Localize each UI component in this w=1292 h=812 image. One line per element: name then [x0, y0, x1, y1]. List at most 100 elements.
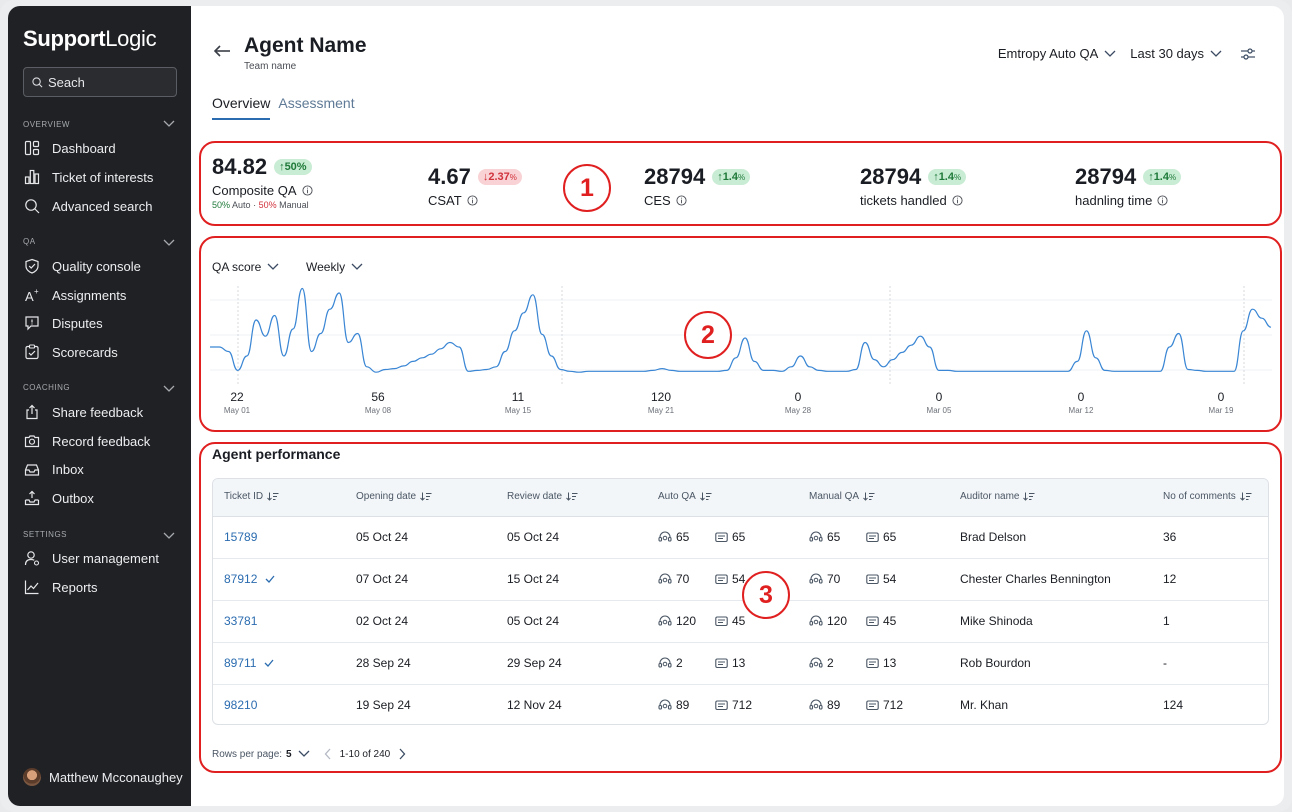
kpi-handling-time: 28794 ↑ 1.4% hadnling time [1075, 164, 1182, 208]
sidebar-item-disputes[interactable]: Disputes [23, 313, 103, 333]
message-icon [866, 657, 879, 668]
check-icon [265, 575, 275, 583]
x-tick-date: May 01 [223, 406, 251, 415]
sidebar-item-quality-console[interactable]: Quality console [23, 256, 141, 276]
chevron-down-icon[interactable] [163, 120, 175, 128]
sidebar-item-assignments[interactable]: A + Assignments [23, 285, 126, 305]
table-row[interactable]: 87912 07 Oct 24 15 Oct 24 70 54 70 54 Chester C… [213, 559, 1268, 601]
opening-date: 19 Sep 24 [356, 698, 411, 712]
column-header-auto-qa[interactable]: Auto QA [658, 491, 712, 502]
info-icon[interactable] [676, 195, 687, 206]
auditor-name: Mr. Khan [960, 698, 1009, 712]
kpi-value: 28794 [860, 164, 922, 189]
annotation-marker-1: 1 [563, 164, 611, 212]
outbox-icon [23, 489, 41, 507]
column-header-auditor-name[interactable]: Auditor name [960, 491, 1035, 502]
kpi-csat: 4.67 ↓ 2.37% CSAT [428, 164, 522, 208]
rows-per-page-dropdown[interactable]: 5 [282, 749, 310, 760]
comment-count: 124 [1163, 698, 1184, 712]
arrow-up-icon: ↑ [933, 171, 939, 183]
metric-dropdown[interactable]: QA score [212, 260, 279, 274]
info-icon[interactable] [1157, 195, 1168, 206]
chevron-down-icon[interactable] [163, 239, 175, 247]
column-header-ticket-id[interactable]: Ticket ID [224, 491, 279, 502]
info-icon[interactable] [302, 185, 313, 196]
annotation-box-chart [199, 236, 1282, 432]
message-icon [715, 531, 728, 542]
user-name: Matthew Mcconaughey [49, 769, 183, 785]
search-placeholder: Seach [48, 74, 85, 90]
arrow-down-icon: ↓ [482, 171, 489, 183]
tab-overview[interactable]: Overview [212, 95, 271, 120]
column-header-review-date[interactable]: Review date [507, 491, 578, 502]
chevron-left-icon[interactable] [324, 748, 332, 760]
auto-qa-messages: 13 [715, 656, 745, 670]
x-tick-value: 0 [1217, 390, 1225, 404]
rows-per-page-label: Rows per page: [212, 748, 283, 760]
headset-icon [809, 657, 823, 668]
chevron-down-icon[interactable] [163, 385, 175, 393]
message-icon [866, 573, 879, 584]
ticket-id-link[interactable]: 33781 [224, 614, 258, 628]
page-title: Agent Name [244, 34, 367, 57]
tab-assessment[interactable]: Assessment [278, 95, 355, 111]
review-date: 15 Oct 24 [507, 572, 560, 586]
qa-source-dropdown[interactable]: Emtropy Auto QA [998, 46, 1116, 61]
review-date: 12 Nov 24 [507, 698, 562, 712]
info-icon[interactable] [952, 195, 963, 206]
table-row[interactable]: 89711 28 Sep 24 29 Sep 24 2 13 2 13 Rob Bourdon… [213, 643, 1268, 685]
sidebar-item-record-feedback[interactable]: Record feedback [23, 431, 150, 451]
date-range-dropdown[interactable]: Last 30 days [1130, 46, 1222, 61]
annotation-box-table [199, 442, 1282, 773]
user-profile[interactable]: Matthew Mcconaughey [23, 768, 183, 786]
share-icon [23, 403, 41, 421]
sidebar-item-reports[interactable]: Reports [23, 577, 98, 597]
svg-text:A: A [25, 289, 34, 303]
sidebar-item-outbox[interactable]: Outbox [23, 488, 94, 508]
manual-qa-messages: 13 [866, 656, 896, 670]
table-row[interactable]: 15789 05 Oct 24 05 Oct 24 65 65 65 65 Brad Dels… [213, 517, 1268, 559]
ticket-id-link[interactable]: 87912 [224, 572, 275, 586]
x-tick-value: 0 [935, 390, 943, 404]
sidebar-item-ticket-of-interests[interactable]: Ticket of interests [23, 167, 153, 187]
sort-icon [863, 492, 875, 501]
comment-count: 12 [1163, 572, 1177, 586]
column-header-comments[interactable]: No of comments [1163, 491, 1252, 502]
filter-settings-icon[interactable] [1240, 47, 1256, 61]
manual-qa-score: 120 [809, 614, 847, 628]
auto-qa-messages: 712 [715, 698, 752, 712]
main-panel: Agent Name Team name Emtropy Auto QA Las… [191, 6, 1284, 806]
tab-bar: Overview Assessment [212, 95, 363, 120]
column-header-opening-date[interactable]: Opening date [356, 491, 432, 502]
chevron-down-icon [298, 750, 310, 757]
column-header-manual-qa[interactable]: Manual QA [809, 491, 875, 502]
sort-icon [420, 492, 432, 501]
section-label-qa: QA [23, 237, 36, 246]
chevron-down-icon[interactable] [163, 532, 175, 540]
sidebar-item-scorecards[interactable]: Scorecards [23, 342, 118, 362]
ticket-id-link[interactable]: 15789 [224, 530, 258, 544]
x-tick-date: Mar 12 [1068, 406, 1094, 415]
qa-source-label: Emtropy Auto QA [997, 46, 1099, 61]
ticket-id-link[interactable]: 89711 [224, 656, 274, 670]
x-tick-value: 0 [794, 390, 802, 404]
sidebar-item-user-management[interactable]: User management [23, 548, 159, 568]
sidebar-item-label: Reports [52, 579, 98, 595]
x-tick-date: Mar 05 [926, 406, 952, 415]
info-icon[interactable] [467, 195, 478, 206]
interval-dropdown[interactable]: Weekly [306, 260, 363, 274]
sidebar-item-dashboard[interactable]: Dashboard [23, 138, 116, 158]
x-tick: 22 May 01 [212, 390, 262, 415]
search-input[interactable]: Seach [23, 67, 177, 97]
back-arrow-icon[interactable] [213, 44, 231, 58]
ticket-icon [23, 168, 41, 186]
table-row[interactable]: 33781 02 Oct 24 05 Oct 24 120 45 120 45 Mike Sh… [213, 601, 1268, 643]
ticket-id-link[interactable]: 98210 [224, 698, 258, 712]
opening-date: 05 Oct 24 [356, 530, 409, 544]
chevron-right-icon[interactable] [398, 748, 406, 760]
table-row[interactable]: 98210 19 Sep 24 12 Nov 24 89 712 89 712 Mr. Kha… [213, 685, 1268, 724]
sidebar-item-inbox[interactable]: Inbox [23, 459, 84, 479]
page-range: 1-10 of 240 [339, 748, 391, 760]
sidebar-item-share-feedback[interactable]: Share feedback [23, 402, 143, 422]
sidebar-item-advanced-search[interactable]: Advanced search [23, 196, 152, 216]
